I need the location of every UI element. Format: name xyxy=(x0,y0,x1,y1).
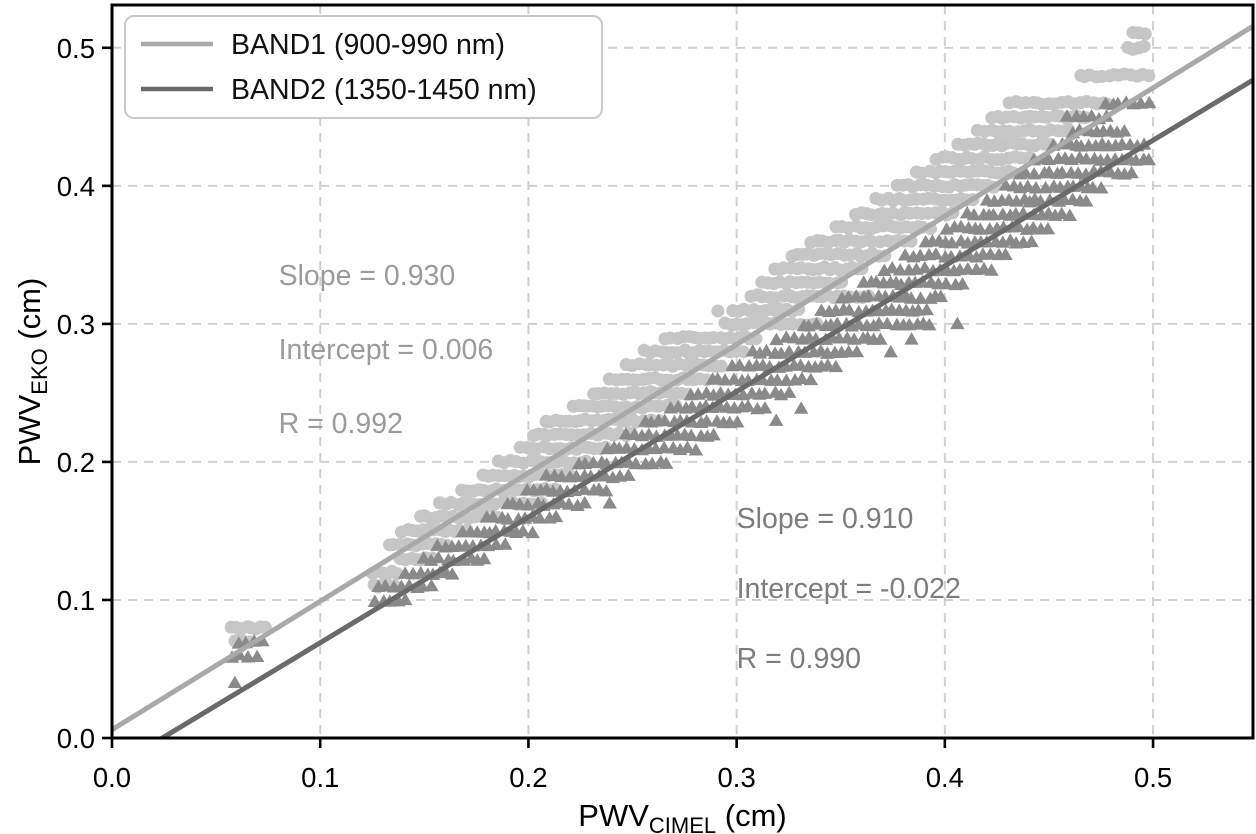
y-tick-label: 0.1 xyxy=(57,585,95,616)
legend-item-band2: BAND2 (1350-1450 nm) xyxy=(141,74,537,106)
circle-marker xyxy=(711,304,725,318)
plot-frame xyxy=(110,3,1255,740)
x-tick-label: 0.5 xyxy=(1134,762,1172,793)
band2-fit-line xyxy=(157,77,1253,738)
annotation-line: Slope = 0.910 xyxy=(737,503,914,535)
legend: BAND1 (900-990 nm) BAND2 (1350-1450 nm) xyxy=(124,15,603,119)
y-tick-label: 0.5 xyxy=(57,33,95,64)
y-tick-label: 0.0 xyxy=(57,723,95,754)
x-tick-label: 0.2 xyxy=(509,762,547,793)
annotation-line: R = 0.990 xyxy=(737,643,861,675)
annotation-line: R = 0.992 xyxy=(279,408,403,440)
annotation-line: Intercept = -0.022 xyxy=(737,573,961,605)
x-tick-label: 0.4 xyxy=(926,762,964,793)
band2-stats-annotation: Slope = 0.910 Intercept = -0.022 R = 0.990 xyxy=(737,503,961,675)
y-tick-label: 0.2 xyxy=(57,447,95,478)
band1-stats-annotation: Slope = 0.930 Intercept = 0.006 R = 0.992 xyxy=(279,260,494,440)
legend-label: BAND1 (900-990 nm) xyxy=(231,29,505,61)
y-axis-label: PWVEKO (cm) xyxy=(12,278,52,466)
annotation-line: Slope = 0.930 xyxy=(279,260,456,292)
x-axis-label: PWVCIMEL (cm) xyxy=(578,798,786,834)
band1-fit-line xyxy=(112,23,1253,733)
legend-box xyxy=(124,15,603,119)
y-tick-label: 0.4 xyxy=(57,171,95,202)
annotation-line: Intercept = 0.006 xyxy=(279,334,494,366)
tick-labels: 0.0 0.1 0.2 0.3 0.4 0.5 0.0 0.1 0.2 0.3 0.4 0.5 xyxy=(57,33,1172,793)
legend-label: BAND2 (1350-1450 nm) xyxy=(231,74,537,106)
circle-marker xyxy=(1137,39,1151,53)
x-tick-label: 0.0 xyxy=(93,762,131,793)
circle-marker xyxy=(1142,69,1156,83)
axis-ticks xyxy=(102,46,1155,748)
x-tick-label: 0.1 xyxy=(301,762,339,793)
legend-item-band1: BAND1 (900-990 nm) xyxy=(141,29,505,61)
y-tick-label: 0.3 xyxy=(57,309,95,340)
x-tick-label: 0.3 xyxy=(718,762,756,793)
circle-marker xyxy=(1138,27,1152,41)
